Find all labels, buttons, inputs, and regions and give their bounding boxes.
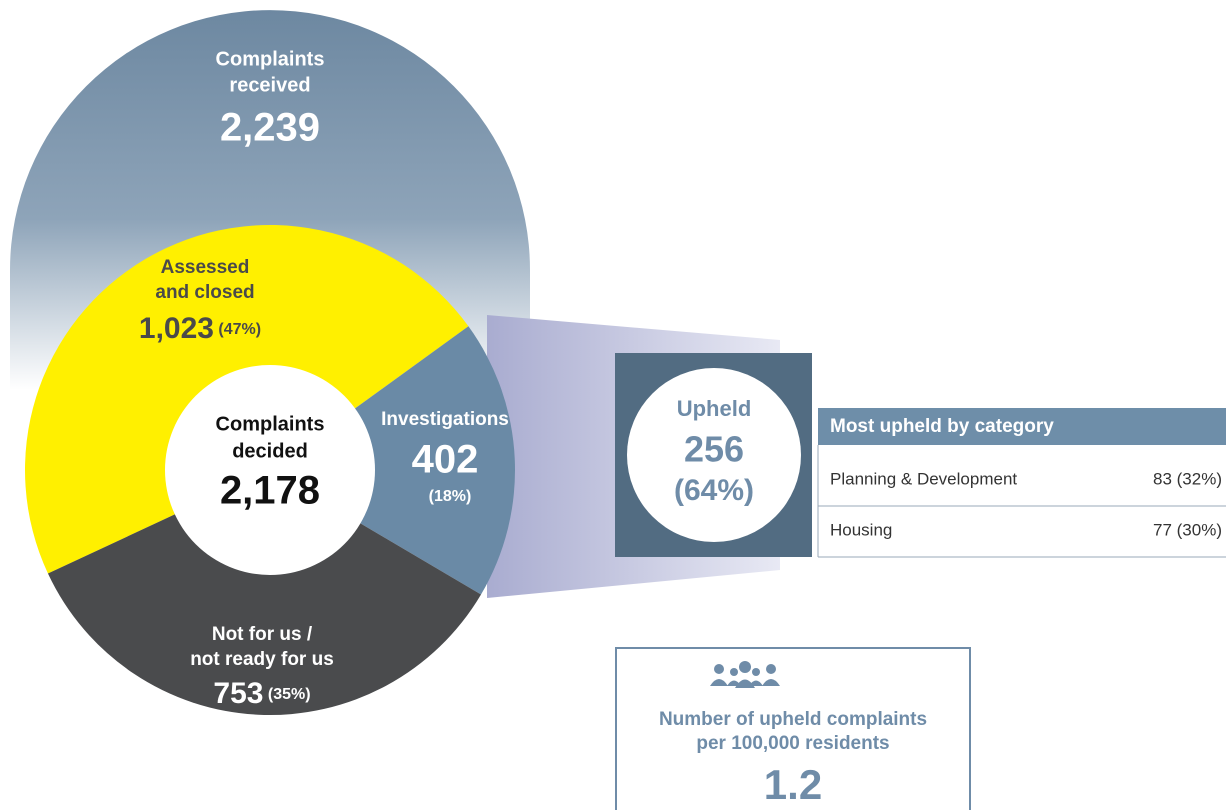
- value: 753: [213, 677, 263, 710]
- decided-line: decided: [232, 440, 308, 462]
- segment-line: Not for us /: [212, 624, 313, 645]
- received-label: Complaints received 2,239: [216, 48, 325, 149]
- segment-percent: (18%): [429, 488, 472, 505]
- upheld-circle: [627, 368, 801, 542]
- decided-line: Complaints: [216, 413, 325, 435]
- received-line: received: [229, 74, 310, 96]
- table-cell: Planning & Development: [830, 469, 1017, 488]
- donut-segment: [270, 326, 515, 595]
- people-icon: [710, 661, 780, 688]
- segment-line: Assessed: [161, 257, 250, 278]
- table-cell: 77 (30%): [1153, 520, 1222, 539]
- upheld-title: Upheld: [677, 396, 752, 421]
- upheld-label: Upheld 256 (64%): [674, 396, 754, 507]
- percent: (35%): [268, 686, 311, 703]
- notforus-label: Not for us / not ready for us 753 (35%): [190, 624, 334, 710]
- assessed-label: Assessed and closed 1,023 (47%): [139, 257, 261, 345]
- center-hole: [165, 365, 375, 575]
- table-cell: 83 (32%): [1153, 469, 1222, 488]
- segment-value: 753 (35%): [213, 677, 310, 710]
- table-header: Most upheld by category: [830, 416, 1054, 437]
- resident-label: Number of upheld complaints per 100,000 …: [659, 709, 927, 808]
- resident-value: 1.2: [764, 761, 822, 808]
- value: 1,023: [139, 312, 214, 345]
- table-cell: Housing: [830, 520, 892, 539]
- upheld-percent: (64%): [674, 474, 754, 507]
- resident-line: Number of upheld complaints: [659, 709, 927, 730]
- received-line: Complaints: [216, 48, 325, 70]
- upheld-value: 256: [684, 429, 744, 470]
- investigations-label: Investigations 402 (18%): [381, 409, 509, 505]
- donut-segment: [47, 470, 482, 715]
- segment-value: 402: [412, 438, 479, 482]
- segment-line: Investigations: [381, 409, 509, 430]
- percent: (47%): [218, 321, 261, 338]
- received-value: 2,239: [220, 106, 320, 150]
- segment-value: 1,023 (47%): [139, 312, 261, 345]
- resident-line: per 100,000 residents: [696, 733, 889, 754]
- category-table: Most upheld by category Planning & Devel…: [817, 408, 1226, 558]
- decided-label: Complaints decided 2,178: [216, 413, 325, 512]
- segment-line: not ready for us: [190, 649, 334, 670]
- segment-line: and closed: [155, 282, 254, 303]
- resident-box: [615, 647, 971, 810]
- table-header-bg: [818, 408, 1226, 445]
- decided-value: 2,178: [220, 469, 320, 513]
